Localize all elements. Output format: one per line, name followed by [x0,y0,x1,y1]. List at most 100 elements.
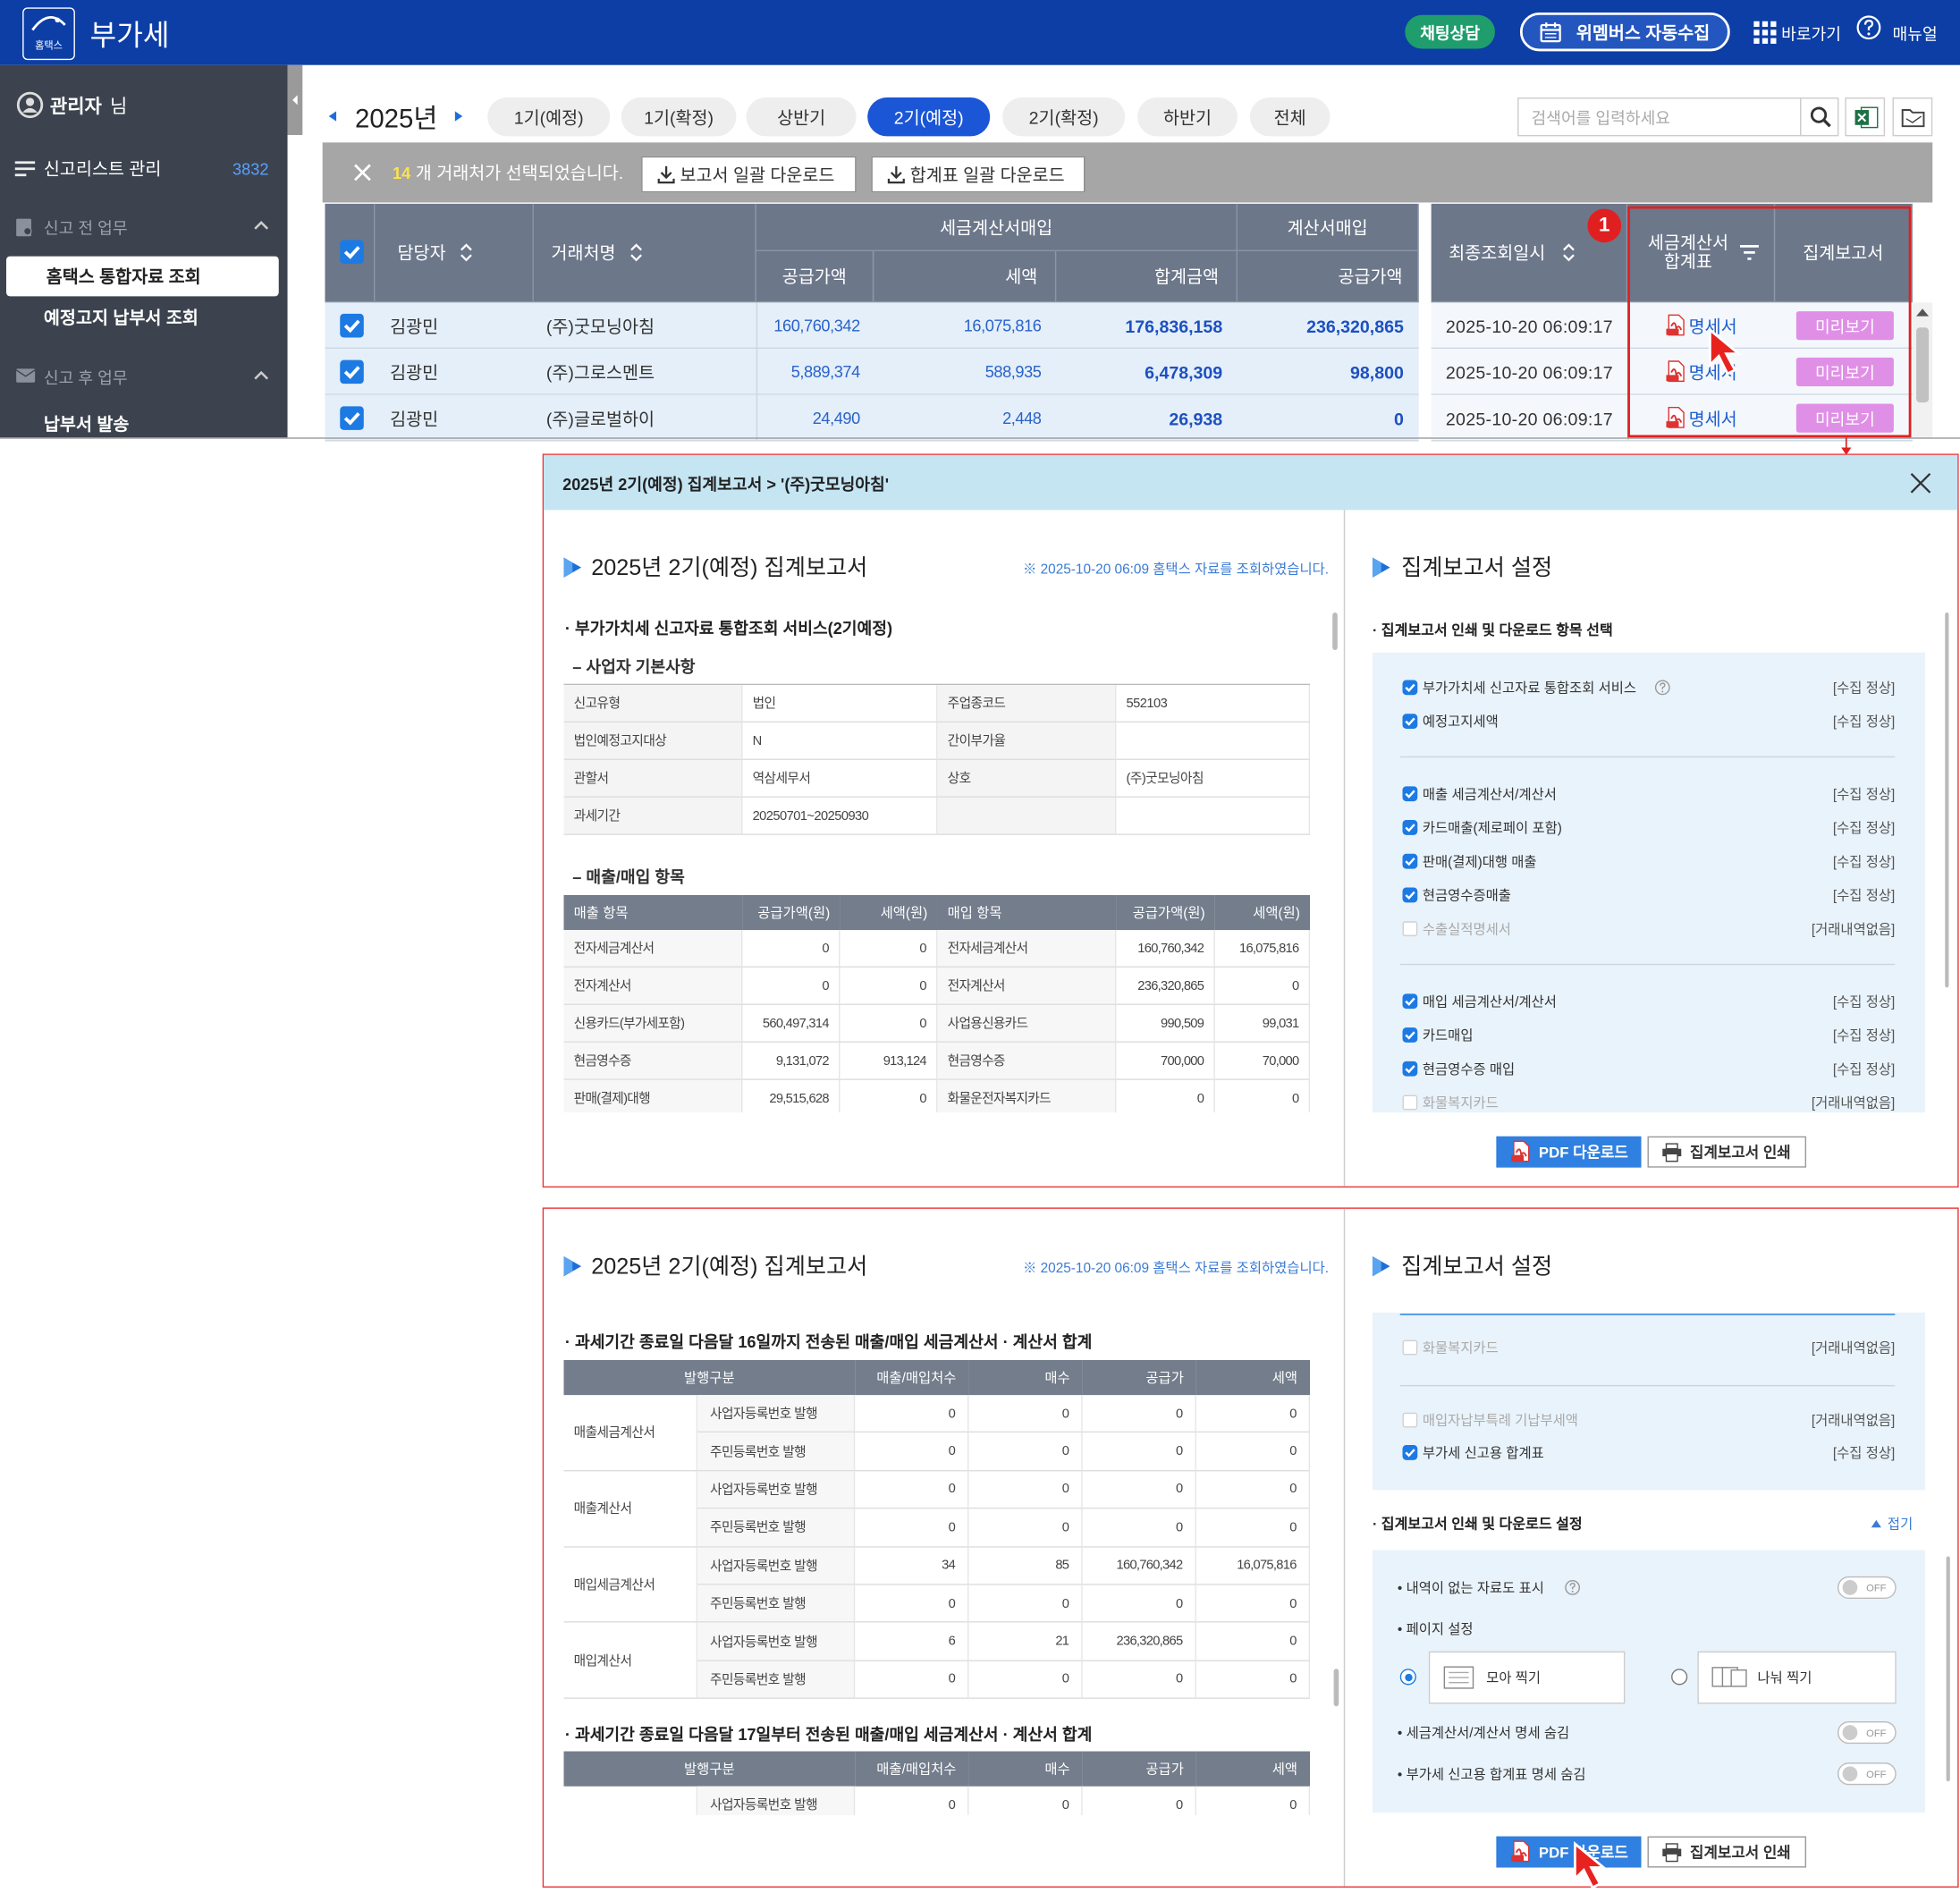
info-cell: 552103 [1116,685,1311,723]
totals-cell: 0 [855,1786,969,1815]
info-cell: (주)굿모닝아침 [1116,759,1311,798]
period-tab[interactable]: 전체 [1249,97,1331,137]
bulk-download-button[interactable]: 합계표 일괄 다운로드 [871,156,1086,193]
settings-title: 집계보고서 설정 [1401,1254,1553,1280]
radio[interactable] [1399,1669,1416,1686]
layout-icon-part [1730,1669,1747,1687]
checkbox[interactable] [1402,680,1418,696]
check-mark-part [343,319,360,334]
collapse-link[interactable]: 접기 [1887,1517,1914,1533]
preview-button[interactable]: 미리보기 [1795,403,1894,433]
period-tab[interactable]: 1기(확정) [621,97,737,137]
totals-cell: 21 [968,1623,1083,1661]
items-cell: 236,320,865 [1116,968,1215,1005]
layout-option[interactable]: 나눠 찍기 [1697,1651,1897,1704]
period-tab[interactable]: 2기(예정) [867,97,991,137]
pdf-download-button[interactable]: PDF 다운로드 [1496,1836,1642,1868]
auto-collect-button[interactable]: 위멤버스 자동수집 [1519,12,1730,52]
info-cell: 과세기간 [563,797,743,835]
close-button[interactable] [1910,472,1931,494]
checkbox[interactable] [1402,993,1418,1010]
scrollbar [1333,1669,1339,1707]
radio[interactable] [1671,1669,1688,1686]
excel-button[interactable] [1845,97,1886,137]
user-name: 관리자 [49,95,102,117]
preview-button[interactable]: 미리보기 [1795,311,1894,341]
toggle[interactable]: OFF [1838,1762,1897,1786]
group-cell [563,1786,698,1815]
manual-link[interactable]: 매뉴얼 [1892,24,1938,44]
title-icon [1372,1255,1390,1277]
sidebar-toggle[interactable] [287,64,303,135]
title-icon [1372,557,1390,578]
title-icon-part [1372,557,1381,578]
type-cell: 주민등록번호 발행 [697,1585,856,1624]
setting-item-status: [수집 정상] [1832,1028,1896,1044]
search-button[interactable] [1800,97,1839,137]
period-tab[interactable]: 2기(확정) [1002,97,1126,137]
menu-report-list[interactable]: 신고리스트 관리 [43,158,162,179]
pdf-download-button[interactable]: PDF 다운로드 [1496,1136,1642,1168]
checkbox[interactable] [1402,714,1418,730]
totals-cell: 0 [855,1471,969,1509]
checkbox[interactable] [340,313,364,338]
help-icon-part [1571,1590,1574,1593]
search-input[interactable]: 검색어를 입력하세요 [1517,97,1802,137]
shortcut-icon-part-part [1770,30,1777,36]
user-icon-part [25,97,35,106]
checkbox[interactable] [1402,820,1418,835]
settings-title: 집계보고서 설정 [1401,554,1553,580]
table-cell: 6,478,309 [1145,361,1223,383]
items-header: 매출 항목 [563,894,743,931]
setting-item-label: 판매(결제)대행 매출 [1422,855,1537,870]
toggle[interactable]: OFF [1838,1576,1897,1599]
setting-item-status: [거래내역없음] [1811,1096,1896,1111]
totals-header: 매출/매입처수 [855,1359,969,1396]
totals-cell: 0 [1195,1395,1311,1433]
print-button[interactable]: 집계보고서 인쇄 [1647,1136,1807,1168]
layout-option[interactable]: 모아 찍기 [1428,1651,1626,1704]
summary-link[interactable]: 명세서 [1688,408,1737,428]
totals-cell: 0 [968,1786,1083,1815]
check-mark [1405,1449,1415,1458]
checkbox[interactable] [340,359,364,385]
period-tab[interactable]: 하반기 [1137,97,1238,137]
checkbox[interactable] [1402,786,1418,802]
export-button[interactable] [1892,97,1933,137]
sub-title: – 매출/매입 항목 [572,866,685,886]
items-cell: 0 [840,1079,938,1113]
table-header: 세금계산서매입 [756,203,1238,251]
cell-divider [756,302,758,350]
checkbox[interactable] [1402,853,1418,869]
menu-item[interactable]: 예정고지 납부서 조회 [43,307,199,328]
items-cell: 16,075,816 [1214,930,1311,968]
table-header: 담당자 [375,203,534,303]
pdf-icon-part [1666,328,1679,335]
totals-cell: 6 [855,1623,969,1661]
menu-item[interactable]: 납부서 발송 [43,413,130,435]
shortcut-link[interactable]: 바로가기 [1781,24,1841,44]
setting-item-label: 화물복지카드 [1422,1341,1499,1356]
period-tab[interactable]: 1기(예정) [487,97,611,137]
period-tab[interactable]: 상반기 [746,97,857,137]
help-icon [1565,1580,1581,1595]
setting-item-status: [수집 정상] [1832,680,1896,697]
toggle[interactable]: OFF [1838,1720,1897,1745]
summary-link[interactable]: 명세서 [1688,315,1737,336]
group-cell: 매입계산서 [563,1623,698,1700]
checkbox[interactable] [1402,1027,1418,1043]
check-mark-part [343,366,360,379]
preview-button[interactable]: 미리보기 [1795,357,1894,386]
totals-cell: 0 [968,1395,1083,1433]
checkbox[interactable] [1402,887,1418,903]
print-button[interactable]: 집계보고서 인쇄 [1647,1836,1807,1868]
checkbox[interactable] [1402,1061,1418,1077]
items-cell: 700,000 [1116,1042,1215,1080]
menu-item-active[interactable]: 홈택스 통합자료 조회 [5,256,279,297]
print-icon-part [1665,1143,1678,1150]
checkbox[interactable] [340,406,364,430]
chat-button[interactable]: 채팅상담 [1405,14,1495,49]
checkbox[interactable] [1402,1445,1418,1460]
checkbox[interactable] [340,240,364,264]
bulk-download-button[interactable]: 보고서 일괄 다운로드 [641,156,857,193]
